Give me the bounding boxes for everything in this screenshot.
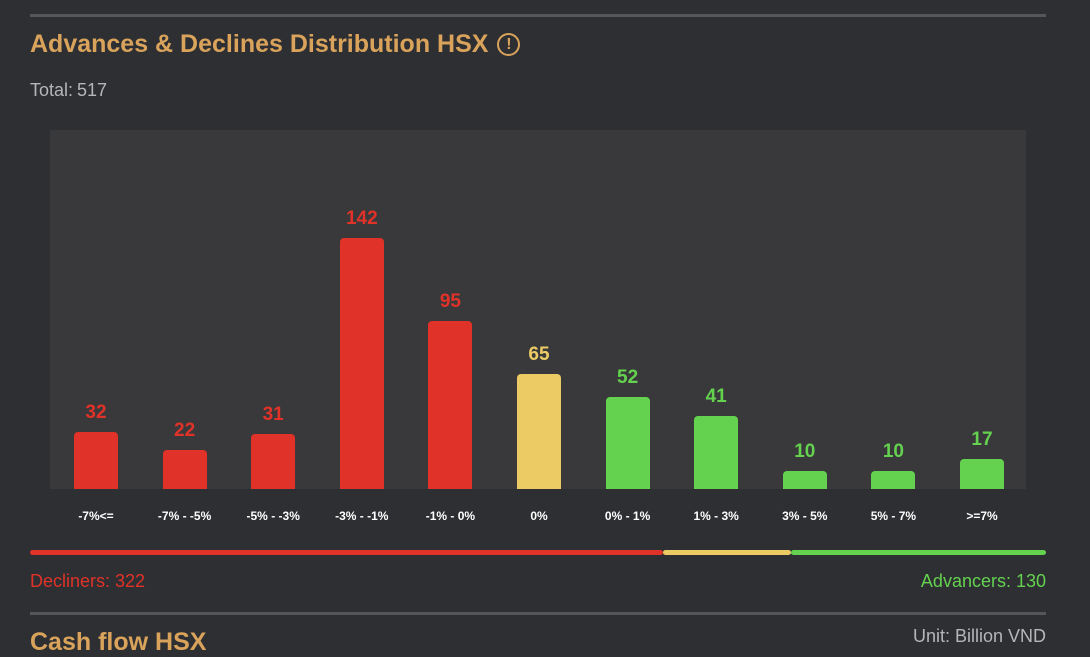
bar-value-label: 10 [794,441,816,463]
bar-value-label: 65 [528,343,550,365]
category-label: 0% [530,509,548,523]
bar[interactable] [251,434,296,489]
advancers-segment [790,550,1046,555]
bar[interactable] [74,432,118,489]
total-value: 517 [77,80,108,100]
next-section-title: Cash flow HSX [30,628,207,656]
top-divider [30,14,1046,17]
category-label: 5% - 7% [870,509,917,523]
category-label: -7% - -5% [157,509,212,523]
decliners-label: Decliners: 322 [30,571,146,591]
category-label: 3% - 5% [782,509,828,523]
bar-value-label: 95 [439,290,461,312]
bar[interactable] [782,471,827,489]
bar[interactable] [517,373,561,489]
category-label: -3% - -1% [335,509,389,523]
total-count: Total: 517 [30,80,107,101]
category-label: 0% - 1% [604,509,651,523]
info-icon[interactable]: ! [497,33,521,56]
section-title: Advances & Declines Distribution HSX [30,30,489,58]
bar-value-label: 10 [882,441,904,463]
category-label: 1% - 3% [693,509,739,523]
bar-value-label: 22 [174,420,196,442]
bar-value-label: 31 [262,404,284,426]
bar-value-label: 52 [617,366,639,388]
bar-value-label: 142 [345,207,378,229]
decliners-segment [30,550,663,555]
category-label: -7%<= [78,509,114,523]
bar-value-label: 32 [85,402,107,424]
bar[interactable] [428,320,473,489]
bar-value-label: 17 [971,428,993,450]
category-label: >=7% [966,509,998,523]
bar-value-label: 41 [705,386,727,408]
section-header: Advances & Declines Distribution HSX ! [30,30,521,59]
total-label: Total: [30,80,74,100]
bar[interactable] [694,416,739,489]
bar[interactable] [162,450,207,489]
category-label: -5% - -3% [246,509,300,523]
unchanged-segment [662,550,791,555]
next-section-unit: Unit: Billion VND [912,626,1046,646]
bar[interactable] [960,458,1004,489]
advancers-label: Advancers: 130 [920,571,1046,591]
bar[interactable] [605,396,650,489]
bar[interactable] [871,471,916,489]
bottom-divider [30,612,1046,615]
category-label: -1% - 0% [425,509,476,523]
bar[interactable] [339,237,384,489]
